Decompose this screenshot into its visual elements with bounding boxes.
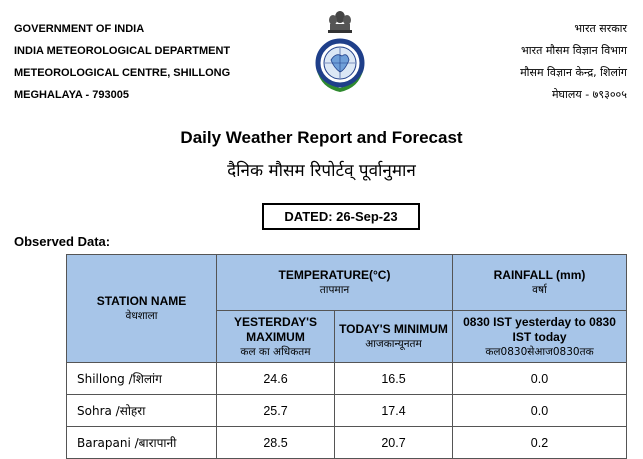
report-date: DATED: 26-Sep-23 [262,203,420,230]
header-department-hi: भारत मौसम विज्ञान विभाग [521,44,627,57]
header-hindi: भारत सरकार भारत मौसम विज्ञान विभाग मौसम … [520,18,627,106]
header-department: INDIA METEOROLOGICAL DEPARTMENT [14,45,231,57]
table-row: Sohra /सोहरा 25.7 17.4 0.0 [66,394,627,427]
max-temp-header: YESTERDAY'S MAXIMUM कल का अधिकतम [216,310,335,363]
header-govt: GOVERNMENT OF INDIA [14,23,145,35]
imd-emblem-logo [315,11,365,92]
station-cell: Sohra /सोहरा [66,394,217,427]
min-temp-header: TODAY'S MINIMUM आजकान्यूनतम [334,310,453,363]
table-row: Barapani /बारापानी 28.5 20.7 0.2 [66,426,627,459]
station-cell: Barapani /बारापानी [66,426,217,459]
header-english: GOVERNMENT OF INDIA INDIA METEOROLOGICAL… [14,18,230,106]
header-govt-hi: भारत सरकार [574,22,627,35]
observed-data-table: STATION NAME वेधशाला TEMPERATURE(°C) ताप… [66,254,627,459]
min-temp-cell: 16.5 [334,362,453,395]
rainfall-cell: 0.0 [452,362,627,395]
max-temp-cell: 24.6 [216,362,335,395]
rainfall-cell: 0.2 [452,426,627,459]
temperature-header: TEMPERATURE(°C) तापमान [216,254,453,311]
ashoka-emblem-icon [328,11,352,33]
station-cell: Shillong /शिलांग [66,362,217,395]
table-row: Shillong /शिलांग 24.6 16.5 0.0 [66,362,627,395]
rainfall-period-header: 0830 IST yesterday to 0830 IST today कल0… [452,310,627,363]
report-title-hindi: दैनिक मौसम रिपोर्टव् पूर्वानुमान [227,161,416,181]
min-temp-cell: 20.7 [334,426,453,459]
station-name-header: STATION NAME वेधशाला [66,254,217,363]
max-temp-cell: 28.5 [216,426,335,459]
min-temp-cell: 17.4 [334,394,453,427]
rainfall-header: RAINFALL (mm) वर्षा [452,254,627,311]
header-centre: METEOROLOGICAL CENTRE, SHILLONG [14,67,231,79]
header-address: MEGHALAYA - 793005 [14,89,129,101]
max-temp-cell: 25.7 [216,394,335,427]
header-centre-hi: मौसम विज्ञान केन्द्र, शिलांग [520,66,627,79]
rainfall-cell: 0.0 [452,394,627,427]
header-address-hi: मेघालय - ७९३००५ [551,88,627,101]
observed-data-label: Observed Data: [14,234,111,249]
report-title: Daily Weather Report and Forecast [180,128,463,147]
